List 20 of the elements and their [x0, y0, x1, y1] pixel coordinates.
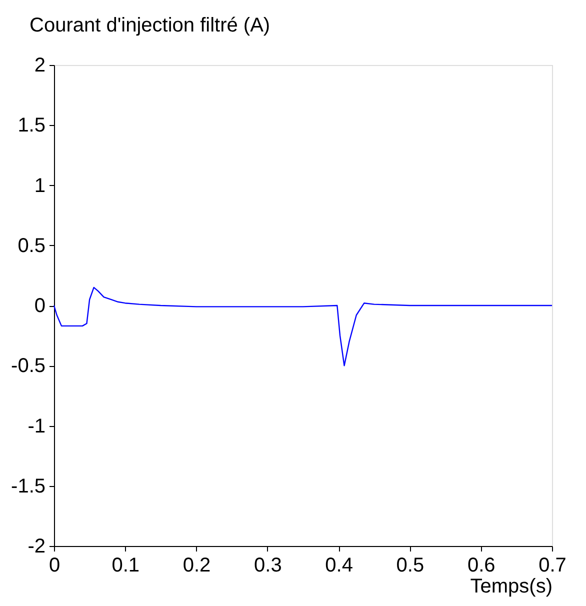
y-tick-label: 1.5 [18, 114, 46, 137]
x-tick-label: 0.4 [325, 554, 353, 576]
x-tick-label: 0.7 [538, 554, 566, 576]
x-tick-label: 0.5 [396, 554, 424, 576]
y-tick-label: 2 [34, 54, 46, 76]
x-tick-label: 0.6 [467, 554, 496, 576]
x-tick-label: 0.1 [112, 554, 140, 576]
y-axis-title: Courant d'injection filtré (A) [30, 14, 270, 36]
y-tick-label: -2 [28, 536, 46, 558]
y-tick-label: 1 [34, 174, 46, 197]
y-tick-label: 0 [34, 295, 46, 317]
x-tick-label: 0.3 [254, 554, 282, 576]
y-tick-label: -1.5 [11, 475, 46, 498]
y-tick-label: 0.5 [18, 234, 46, 257]
line-series [53, 286, 553, 366]
y-tick-label: -0.5 [11, 355, 46, 378]
y-tick-label: -1 [28, 415, 46, 438]
x-tick-label: 0.2 [182, 554, 211, 576]
x-axis-title: Temps(s) [470, 576, 552, 598]
x-tick-label: 0 [48, 554, 60, 576]
